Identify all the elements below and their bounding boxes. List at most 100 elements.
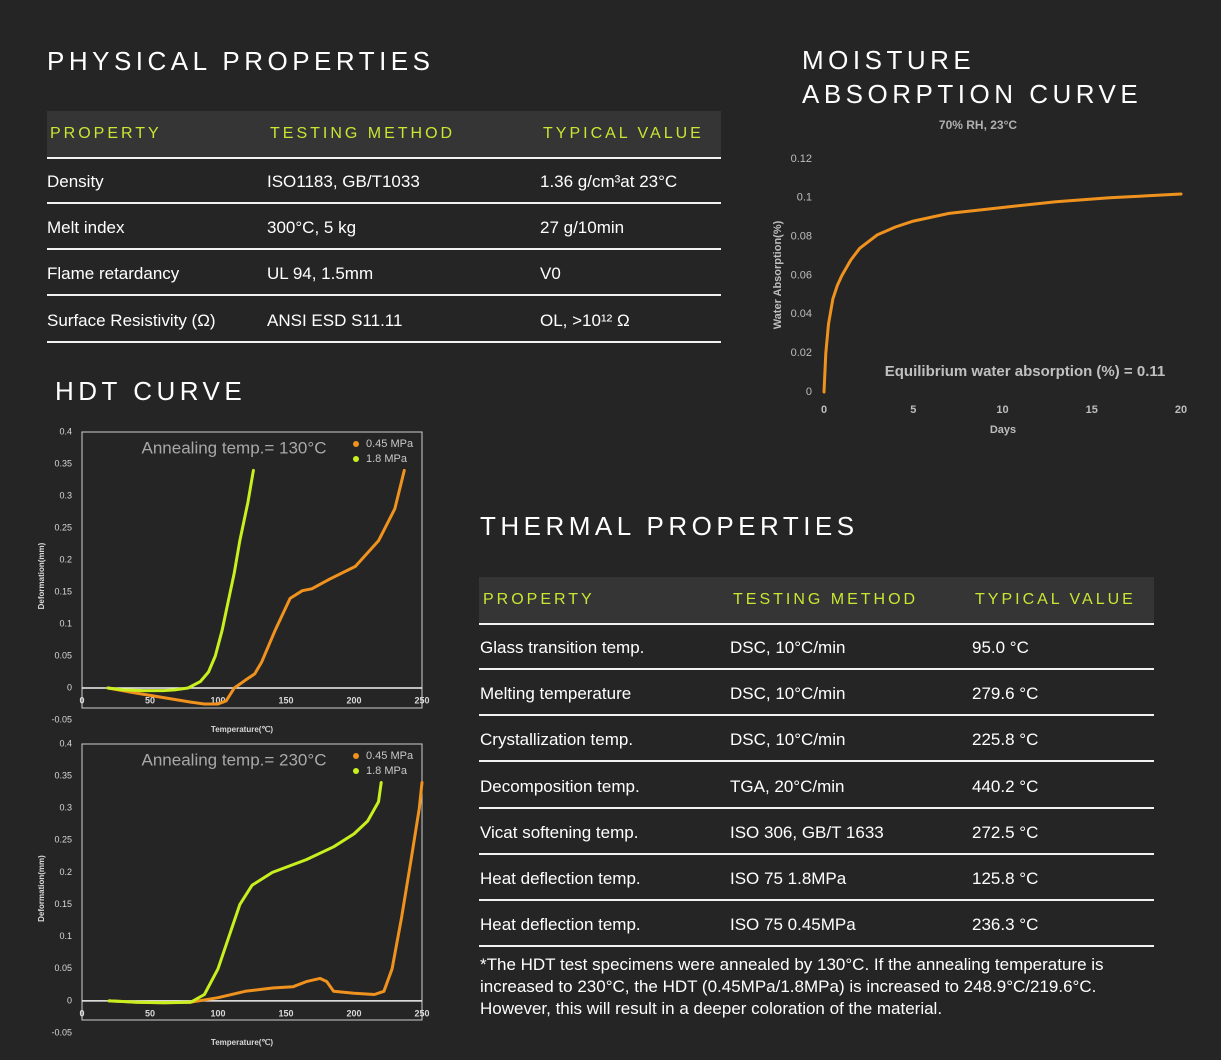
section-title: THERMAL PROPERTIES [480, 511, 859, 541]
table-header: TESTING METHOD [733, 591, 919, 608]
x-tick-label: 50 [145, 695, 155, 705]
y-tick-label: 0.3 [59, 803, 72, 813]
data-line [106, 468, 406, 706]
table-cell: 27 g/10min [540, 218, 625, 238]
table-cell: ANSI ESD S11.11 [267, 310, 403, 330]
chart-subtitle: 70% RH, 23°C [939, 118, 1017, 132]
section-title: MOISTURE ABSORPTION CURVE [802, 45, 1143, 109]
data-line [107, 781, 383, 1005]
y-tick-label: 0.05 [54, 963, 72, 973]
y-axis-label: Deformation(mm) [37, 542, 46, 609]
table-cell: ISO 75 0.45MPa [730, 915, 856, 935]
table-cell: Crystallization temp. [480, 730, 634, 750]
table-header: TYPICAL VALUE [975, 591, 1136, 608]
table-cell: Heat deflection temp. [480, 869, 641, 888]
table-cell: UL 94, 1.5mm [267, 264, 374, 284]
y-tick-label: 0.08 [791, 231, 812, 243]
y-tick-label: 0.1 [59, 618, 72, 628]
table-cell: 300°C, 5 kg [267, 218, 357, 238]
table-cell: ISO 306, GB/T 1633 [730, 822, 884, 842]
table-rule [479, 714, 1154, 717]
table-cell: Surface Resistivity (Ω) [47, 310, 216, 330]
x-tick-label: 15 [1086, 404, 1098, 416]
x-axis-label: Temperature(℃) [211, 725, 274, 734]
table-cell: Glass transition temp. [480, 638, 645, 657]
table-rule [47, 202, 721, 204]
table-cell: DSC, 10°C/min [730, 638, 846, 657]
table-cell: 225.8 °C [972, 730, 1039, 750]
table-rule [47, 157, 721, 159]
table-rule [479, 760, 1154, 763]
y-tick-label: 0.4 [59, 738, 72, 748]
table-cell: DSC, 10°C/min [730, 684, 846, 704]
table-rule [479, 852, 1154, 855]
y-tick-label: 0 [67, 682, 72, 692]
x-tick-label: 50 [145, 1008, 155, 1018]
table-rule [47, 248, 721, 251]
table-rule [479, 623, 1154, 625]
table-cell: 95.0 °C [972, 638, 1029, 657]
table-rule [479, 668, 1154, 670]
table-cell: TGA, 20°C/min [730, 776, 845, 796]
table-cell: DSC, 10°C/min [730, 730, 846, 750]
x-tick-label: 200 [346, 695, 361, 705]
y-axis-label: Deformation(mm) [37, 855, 46, 922]
annotation: Equilibrium water absorption (%) = 0.11 [885, 363, 1165, 380]
legend-swatch [353, 753, 359, 759]
y-tick-label: 0.2 [59, 867, 72, 877]
footnote: *The HDT test specimens were annealed by… [480, 955, 1104, 1018]
x-tick-label: 20 [1175, 404, 1187, 416]
y-tick-label: 0.35 [54, 770, 72, 780]
table-rule [47, 294, 721, 297]
table-header: TESTING METHOD [270, 125, 456, 142]
y-tick-label: 0.3 [59, 490, 72, 500]
y-tick-label: 0.1 [797, 192, 812, 204]
x-tick-label: 10 [996, 404, 1008, 416]
x-axis-label: Days [990, 424, 1016, 436]
y-tick-label: 0.05 [54, 650, 72, 660]
x-tick-label: 0 [821, 404, 827, 416]
table-cell: Melting temperature [480, 684, 632, 704]
legend-label: 1.8 MPa [366, 453, 408, 465]
y-tick-label: -0.05 [51, 714, 72, 724]
x-tick-label: 0 [79, 695, 84, 705]
table-cell: Melt index [47, 218, 125, 238]
table-rule [47, 340, 721, 343]
table-header-bg [479, 577, 1154, 623]
y-tick-label: 0.25 [54, 835, 72, 845]
legend-label: 0.45 MPa [366, 750, 414, 762]
y-tick-label: 0 [806, 386, 812, 398]
x-axis-label: Temperature(℃) [211, 1038, 274, 1047]
y-tick-label: 0 [67, 995, 72, 1005]
table-cell: 279.6 °C [972, 684, 1039, 704]
legend-swatch [353, 456, 359, 462]
y-axis-label: Water Absorption(%) [772, 220, 784, 329]
x-tick-label: 100 [210, 1008, 225, 1018]
table-header: PROPERTY [50, 125, 162, 142]
table-rule [479, 945, 1154, 948]
x-tick-label: 200 [346, 1008, 361, 1018]
data-line [107, 781, 424, 1005]
table-cell: ISO1183, GB/T1033 [267, 172, 420, 191]
legend-swatch [353, 441, 359, 447]
y-tick-label: 0.04 [791, 308, 812, 320]
x-tick-label: 150 [278, 1008, 293, 1018]
legend-label: 1.8 MPa [366, 765, 408, 777]
table-cell: 236.3 °C [972, 915, 1039, 935]
x-tick-label: 0 [79, 1008, 84, 1018]
y-tick-label: 0.15 [54, 899, 72, 909]
y-tick-label: 0.35 [54, 458, 72, 468]
table-cell: Vicat softening temp. [480, 822, 639, 842]
y-tick-label: 0.4 [59, 426, 72, 436]
table-cell: 440.2 °C [972, 776, 1039, 796]
table-cell: ISO 75 1.8MPa [730, 869, 847, 888]
y-tick-label: 0.15 [54, 586, 72, 596]
table-cell: OL, >10¹² Ω [540, 310, 630, 330]
y-tick-label: 0.02 [791, 347, 812, 359]
y-tick-label: -0.05 [51, 1027, 72, 1037]
table-header: PROPERTY [483, 591, 595, 608]
annotation: Annealing temp.= 230°C [142, 750, 327, 769]
x-tick-label: 150 [278, 695, 293, 705]
